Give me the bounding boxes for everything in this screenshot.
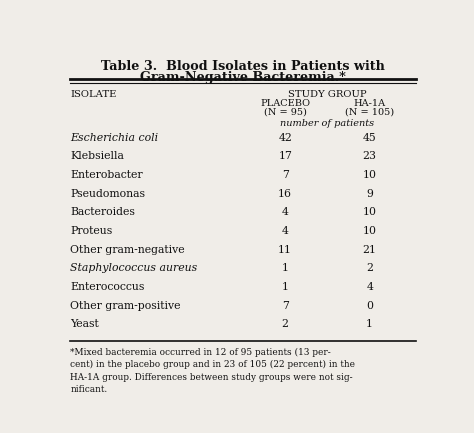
Text: 11: 11 [278,245,292,255]
Text: 4: 4 [282,207,289,217]
Text: Pseudomonas: Pseudomonas [70,189,145,199]
Text: Other gram-negative: Other gram-negative [70,245,185,255]
Text: 10: 10 [363,170,377,180]
Text: PLACEBO: PLACEBO [260,99,310,108]
Text: 7: 7 [282,301,289,311]
Text: 4: 4 [366,282,373,292]
Text: 2: 2 [282,320,289,330]
Text: ISOLATE: ISOLATE [70,90,117,99]
Text: 21: 21 [363,245,377,255]
Text: Enterobacter: Enterobacter [70,170,143,180]
Text: Other gram-positive: Other gram-positive [70,301,181,311]
Text: Bacteroides: Bacteroides [70,207,135,217]
Text: Enterococcus: Enterococcus [70,282,145,292]
Text: Klebsiella: Klebsiella [70,151,124,162]
Text: 17: 17 [278,151,292,162]
Text: Yeast: Yeast [70,320,99,330]
Text: *Mixed bacteremia occurred in 12 of 95 patients (13 per-
cent) in the placebo gr: *Mixed bacteremia occurred in 12 of 95 p… [70,348,356,394]
Text: Table 3.  Blood Isolates in Patients with: Table 3. Blood Isolates in Patients with [101,60,385,73]
Text: 23: 23 [363,151,377,162]
Text: number of patients: number of patients [280,120,374,128]
Text: Escherichia coli: Escherichia coli [70,132,158,142]
Text: 10: 10 [363,207,377,217]
Text: STUDY GROUP: STUDY GROUP [288,90,367,99]
Text: (N = 105): (N = 105) [345,108,394,117]
Text: Gram-Negative Bacteremia.*: Gram-Negative Bacteremia.* [140,71,346,84]
Text: 0: 0 [366,301,373,311]
Text: 9: 9 [366,189,373,199]
Text: 1: 1 [366,320,373,330]
Text: 16: 16 [278,189,292,199]
Text: 1: 1 [282,263,289,273]
Text: 7: 7 [282,170,289,180]
Text: HA-1A: HA-1A [354,99,386,108]
Text: Proteus: Proteus [70,226,112,236]
Text: 4: 4 [282,226,289,236]
Text: 42: 42 [278,132,292,142]
Text: 1: 1 [282,282,289,292]
Text: (N = 95): (N = 95) [264,108,307,117]
Text: 10: 10 [363,226,377,236]
Text: 45: 45 [363,132,376,142]
Text: 2: 2 [366,263,373,273]
Text: Staphylococcus aureus: Staphylococcus aureus [70,263,198,273]
